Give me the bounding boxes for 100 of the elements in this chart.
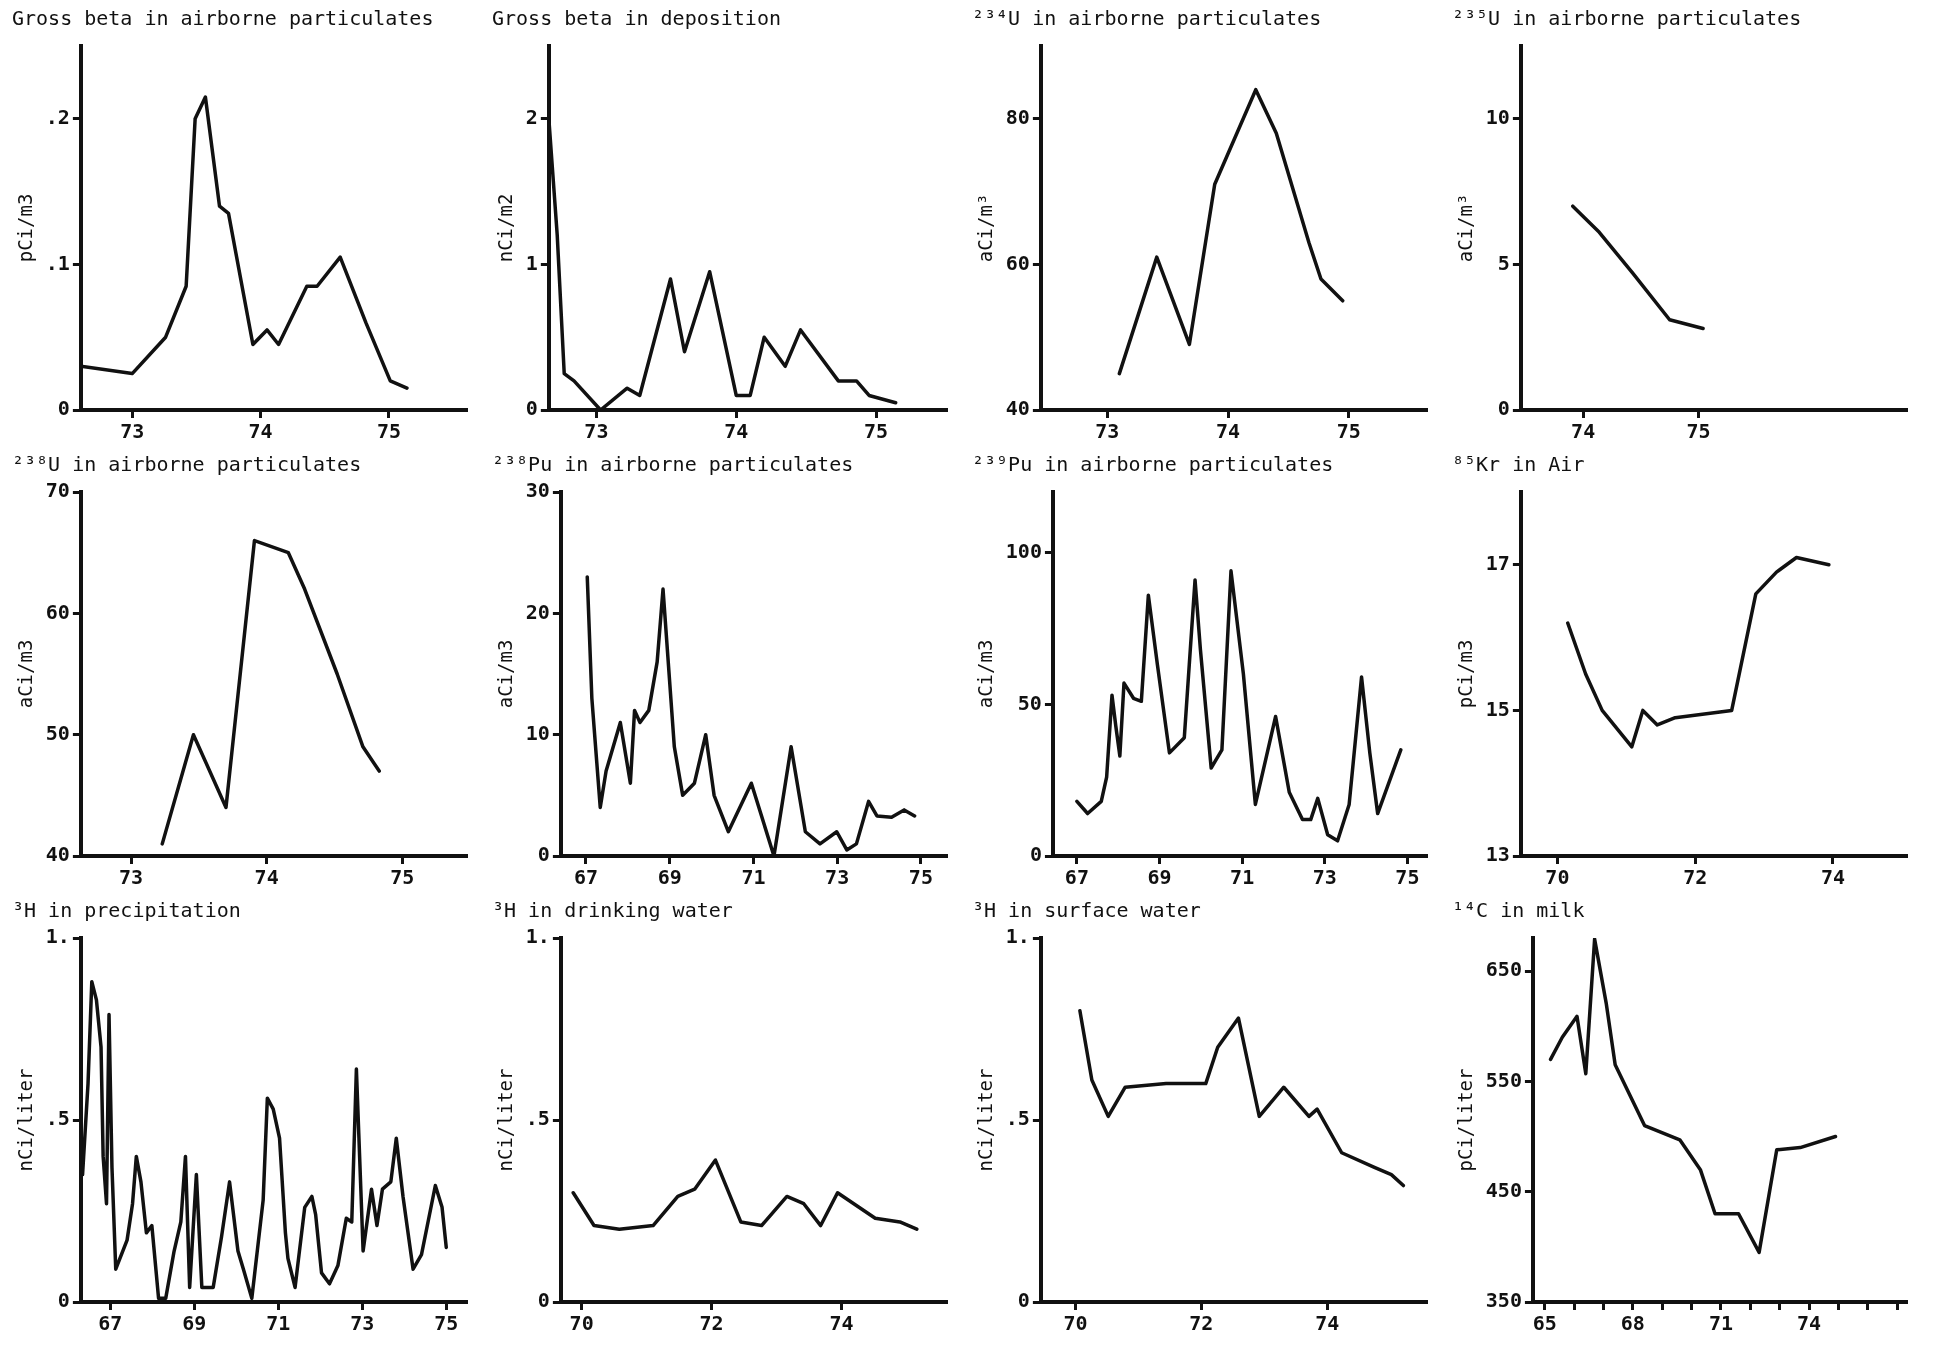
chart-title: Gross beta in deposition <box>492 6 781 31</box>
y-tick-label: 100 <box>1005 538 1042 563</box>
y-tick-label: 50 <box>45 720 70 745</box>
y-axis-title: nCi/liter <box>494 1068 517 1172</box>
y-tick-label: 13 <box>1485 842 1510 867</box>
chart-title: ²³⁸Pu in airborne particulates <box>492 452 854 477</box>
y-tick-label: 70 <box>45 478 70 503</box>
y-tick-label: .2 <box>45 105 70 129</box>
y-tick-label: 0 <box>1017 1288 1030 1313</box>
x-tick-label: 72 <box>699 1311 724 1336</box>
y-axis-title: pCi/liter <box>1454 1068 1477 1172</box>
x-tick-label: 75 <box>1336 419 1361 444</box>
y-axis-title: aCi/m³ <box>974 193 997 263</box>
y-tick-label: 1. <box>45 924 70 949</box>
y-axis-title: aCi/m3 <box>14 639 37 709</box>
x-tick-label: 69 <box>1147 865 1172 890</box>
y-axis-title: nCi/liter <box>974 1068 997 1172</box>
x-tick-label: 71 <box>266 1311 291 1336</box>
x-tick-label: 75 <box>376 419 402 444</box>
x-tick-label: 73 <box>350 1311 375 1336</box>
y-tick-label: 17 <box>1485 551 1510 575</box>
y-tick-label: 2 <box>525 105 538 129</box>
x-tick-label: 75 <box>864 419 889 444</box>
y-axis-title: aCi/m3 <box>494 639 517 709</box>
x-tick-label: 75 <box>1395 865 1420 890</box>
x-tick-label: 70 <box>1545 865 1570 890</box>
chart-title: ³H in drinking water <box>492 898 733 923</box>
y-tick-label: 5 <box>1497 250 1510 275</box>
y-tick-label: 10 <box>525 720 550 745</box>
y-axis-title: pCi/m3 <box>14 193 37 263</box>
y-axis-title: nCi/liter <box>14 1068 37 1172</box>
x-tick-label: 74 <box>1215 419 1241 444</box>
y-tick-label: 0 <box>537 1288 550 1313</box>
y-tick-label: 350 <box>1485 1288 1522 1313</box>
x-tick-label: 71 <box>1708 1311 1733 1336</box>
chart-title: ²³⁵U in airborne particulates <box>1452 6 1802 31</box>
x-tick-label: 74 <box>724 419 749 444</box>
x-tick-label: 72 <box>1189 1311 1214 1336</box>
x-tick-label: 73 <box>1095 419 1120 444</box>
x-tick-label: 73 <box>1312 865 1337 890</box>
x-tick-label: 73 <box>584 419 609 444</box>
x-tick-label: 69 <box>182 1311 207 1336</box>
x-tick-label: 73 <box>120 419 145 444</box>
x-tick-label: 67 <box>1064 865 1089 890</box>
x-tick-label: 68 <box>1620 1311 1645 1336</box>
y-tick-label: 40 <box>1005 396 1030 421</box>
x-tick-label: 65 <box>1532 1311 1557 1336</box>
x-tick-label: 70 <box>569 1311 594 1336</box>
x-tick-label: 74 <box>254 865 279 890</box>
x-tick-label: 73 <box>119 865 144 890</box>
y-axis-title: pCi/m3 <box>1454 639 1477 709</box>
chart-title: Gross beta in airborne particulates <box>12 6 434 31</box>
y-tick-label: 1 <box>525 250 538 275</box>
y-tick-label: .5 <box>1005 1106 1030 1131</box>
x-tick-label: 74 <box>1797 1311 1822 1336</box>
x-tick-label: 73 <box>825 865 850 890</box>
y-tick-label: 0 <box>1029 842 1042 867</box>
x-tick-label: 71 <box>1230 865 1255 890</box>
chart-title: ⁸⁵Kr in Air <box>1452 452 1585 477</box>
x-tick-label: 67 <box>98 1311 123 1336</box>
y-tick-label: 550 <box>1485 1067 1522 1092</box>
x-tick-label: 74 <box>248 419 273 444</box>
x-tick-label: 75 <box>908 865 933 890</box>
y-tick-label: 20 <box>525 599 550 624</box>
x-tick-label: 75 <box>1686 419 1711 444</box>
y-axis-title: aCi/m3 <box>974 639 997 709</box>
y-tick-label: 30 <box>525 478 550 503</box>
chart-title: ²³⁴U in airborne particulates <box>972 6 1322 31</box>
x-tick-label: 71 <box>741 865 766 890</box>
y-axis-title: nCi/m2 <box>494 193 517 263</box>
y-tick-label: 0 <box>537 842 550 867</box>
x-tick-label: 75 <box>390 865 415 890</box>
x-tick-label: 74 <box>829 1311 854 1336</box>
y-tick-label: 1. <box>1005 924 1030 949</box>
y-tick-label: 10 <box>1485 105 1510 129</box>
y-tick-label: 50 <box>1017 690 1042 715</box>
y-tick-label: 0 <box>1497 396 1510 421</box>
y-tick-label: .5 <box>525 1106 550 1131</box>
y-tick-label: 450 <box>1485 1177 1522 1202</box>
x-tick-label: 75 <box>434 1311 459 1336</box>
y-tick-label: 0 <box>57 396 70 421</box>
chart-title: ²³⁹Pu in airborne particulates <box>972 452 1334 477</box>
chart-title: ³H in surface water <box>972 898 1201 923</box>
y-tick-label: 40 <box>45 842 70 867</box>
y-tick-label: 15 <box>1485 696 1510 721</box>
y-tick-label: .5 <box>45 1106 70 1131</box>
y-tick-label: 0 <box>57 1288 70 1313</box>
y-tick-label: 80 <box>1005 105 1030 129</box>
x-tick-label: 70 <box>1063 1311 1088 1336</box>
x-tick-label: 74 <box>1820 865 1846 890</box>
y-tick-label: 60 <box>45 599 70 624</box>
chart-title: ³H in precipitation <box>12 898 241 923</box>
y-tick-label: .1 <box>45 250 70 275</box>
x-tick-label: 67 <box>573 865 599 890</box>
y-tick-label: 0 <box>525 396 538 421</box>
chart-title: ²³⁸U in airborne particulates <box>12 452 362 477</box>
y-tick-label: 60 <box>1005 250 1030 275</box>
x-tick-label: 72 <box>1683 865 1708 890</box>
x-tick-label: 69 <box>657 865 682 890</box>
y-tick-label: 1. <box>525 924 550 949</box>
